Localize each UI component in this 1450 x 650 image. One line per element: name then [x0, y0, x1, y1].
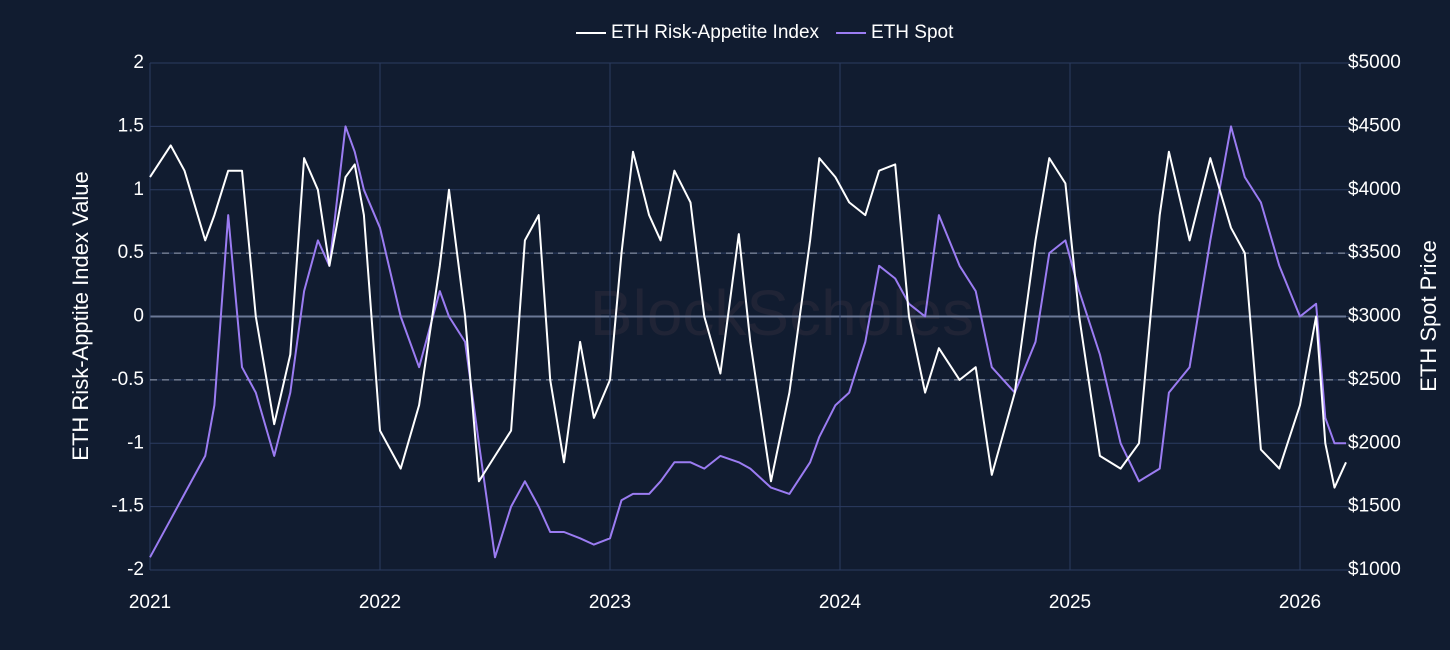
y2-tick-label: $2000: [1348, 432, 1401, 453]
legend-item: ETH Risk-Appetite Index: [576, 22, 820, 43]
y-tick-label: -1.5: [111, 496, 144, 517]
y2-tick-label: $3500: [1348, 242, 1401, 263]
legend-item: ETH Spot: [836, 22, 954, 43]
watermark: BlockScholes: [590, 277, 974, 349]
y-tick-label: -1: [127, 432, 144, 453]
y2-axis-title: ETH Spot Price: [1416, 240, 1441, 392]
y2-tick-label: $2500: [1348, 369, 1401, 390]
y-tick-label: 1.5: [118, 115, 144, 136]
x-tick-label: 2024: [819, 592, 862, 613]
y2-tick-label: $1000: [1348, 559, 1401, 580]
y2-tick-label: $4500: [1348, 115, 1401, 136]
y2-tick-label: $3000: [1348, 306, 1401, 327]
y-tick-label: 0.5: [118, 242, 144, 263]
x-tick-label: 2021: [129, 592, 171, 613]
legend-label: ETH Risk-Appetite Index: [611, 22, 820, 43]
y2-tick-label: $4000: [1348, 179, 1401, 200]
x-tick-label: 2022: [359, 592, 401, 613]
y-tick-label: -2: [127, 559, 144, 580]
x-tick-label: 2023: [589, 592, 631, 613]
legend-label: ETH Spot: [871, 22, 954, 43]
y2-tick-label: $5000: [1348, 52, 1401, 73]
y-tick-label: 0: [133, 306, 144, 327]
y-axis-title: ETH Risk-Apptite Index Value: [68, 171, 93, 460]
series-line: [149, 144, 1347, 489]
y-tick-label: -0.5: [111, 369, 144, 390]
x-tick-label: 2026: [1279, 592, 1321, 613]
y-tick-label: 1: [133, 179, 144, 200]
y-tick-label: 2: [133, 52, 144, 73]
y2-tick-label: $1500: [1348, 496, 1401, 517]
series-line: [149, 125, 1346, 559]
x-tick-label: 2025: [1049, 592, 1091, 613]
